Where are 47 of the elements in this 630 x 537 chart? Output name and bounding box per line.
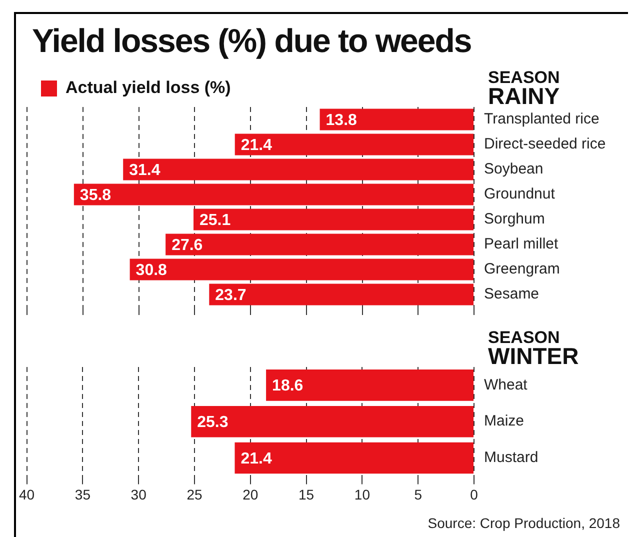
data-label: 23.7 xyxy=(215,286,246,304)
y-tick-label: Soybean xyxy=(484,160,544,178)
data-label: 25.3 xyxy=(197,414,228,432)
y-tick-label: Pearl millet xyxy=(484,236,560,253)
bar xyxy=(266,370,474,401)
x-tick-label: 20 xyxy=(242,486,258,502)
bar xyxy=(74,184,474,206)
y-axis-title: SEASON RAINY xyxy=(488,68,560,109)
x-tick-label: 10 xyxy=(354,486,370,502)
data-label: 21.4 xyxy=(240,450,272,468)
y-axis-title: SEASON WINTER xyxy=(488,328,580,369)
data-label: 30.8 xyxy=(136,262,168,279)
x-tick-label: 25 xyxy=(186,486,202,502)
y-tick-label: Transplanted rice xyxy=(484,110,600,128)
data-label: 25.1 xyxy=(200,212,231,229)
x-tick-label: 5 xyxy=(414,486,422,502)
bar xyxy=(166,234,474,256)
y-tick-label: Groundnut xyxy=(484,186,556,203)
data-label: 27.6 xyxy=(172,236,203,254)
x-tick-label: 40 xyxy=(18,486,35,502)
bar xyxy=(130,258,474,280)
y-tick-label: Wheat xyxy=(484,376,528,394)
y-tick-label: Mustard xyxy=(484,449,538,466)
y-tick-label: Sesame xyxy=(484,286,540,303)
bar xyxy=(209,284,474,306)
x-tick-label: 15 xyxy=(298,486,314,502)
bar xyxy=(194,208,474,230)
y-tick-label: Maize xyxy=(484,412,524,430)
x-tick-label: 30 xyxy=(130,486,147,502)
source-note: Source: Crop Production, 2018 xyxy=(428,515,620,531)
legend-label: Actual yield loss (%) xyxy=(66,78,231,98)
bar xyxy=(234,442,474,474)
bar xyxy=(123,158,474,180)
x-tick-label: 0 xyxy=(470,486,478,502)
bar xyxy=(234,134,474,156)
bar xyxy=(191,406,474,438)
y-tick-label: Direct-seeded rice xyxy=(484,136,606,153)
y-tick-label: Greengram xyxy=(484,260,560,278)
data-label: 18.6 xyxy=(272,378,304,395)
y-tick-label: Sorghum xyxy=(484,210,545,228)
data-label: 31.4 xyxy=(129,162,160,179)
data-label: 21.4 xyxy=(240,136,272,154)
chart-title: Yield losses (%) due to weeds xyxy=(32,22,472,60)
data-label: 35.8 xyxy=(80,186,112,204)
data-label: 13.8 xyxy=(326,112,358,129)
bar xyxy=(320,108,474,130)
x-tick-label: 35 xyxy=(74,486,91,502)
